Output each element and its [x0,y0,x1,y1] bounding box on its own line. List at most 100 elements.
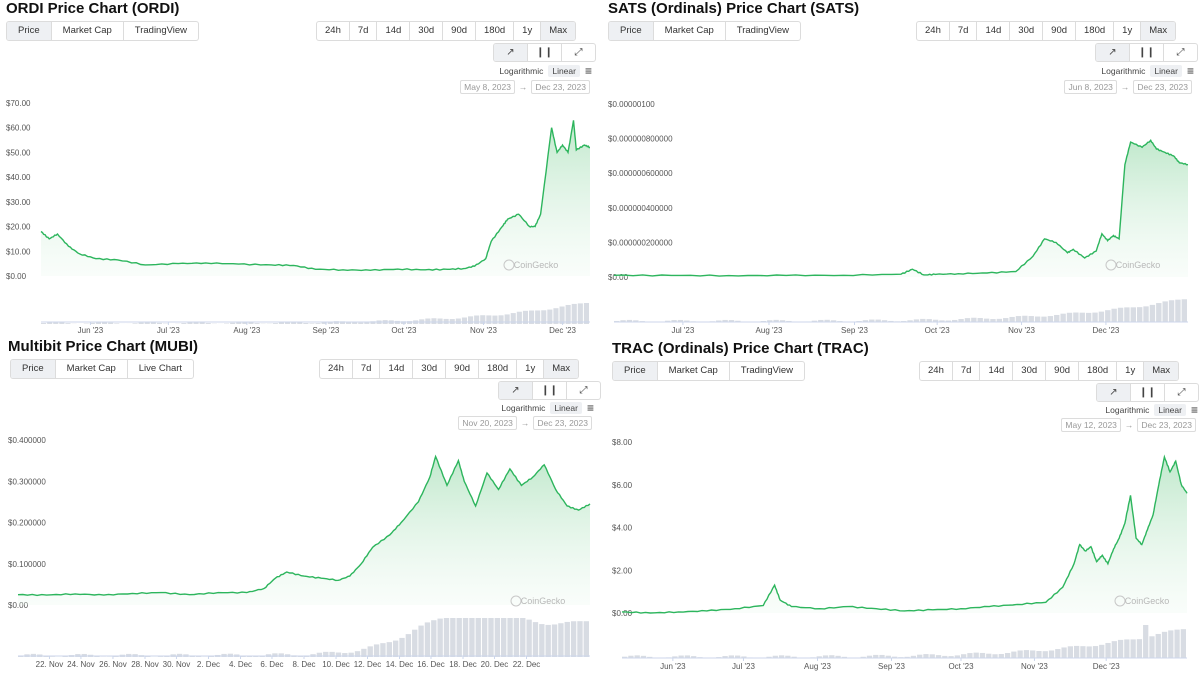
line-chart-icon[interactable]: ↗ [1097,384,1131,401]
range-max[interactable]: Max [1144,362,1179,380]
logarithmic-option[interactable]: Logarithmic [1101,66,1146,76]
linear-option[interactable]: Linear [548,65,580,77]
date-to-field[interactable]: Dec 23, 2023 [533,416,592,430]
range-1y[interactable]: 1y [1117,362,1145,380]
volume-bar [1060,313,1066,322]
tab-market-cap[interactable]: Market Cap [56,360,128,378]
fullscreen-icon[interactable]: ⤢ [1177,387,1186,398]
range-30d[interactable]: 30d [1010,22,1044,40]
range-7d[interactable]: 7d [350,22,378,40]
range-14d[interactable]: 14d [977,22,1011,40]
range-30d[interactable]: 30d [1013,362,1047,380]
volume-bar [640,655,647,658]
range-14d[interactable]: 14d [380,360,414,378]
range-24h[interactable]: 24h [917,22,950,40]
volume-bar [952,319,958,322]
range-180d[interactable]: 180d [479,360,518,378]
range-max[interactable]: Max [541,22,576,40]
date-from-field[interactable]: Nov 20, 2023 [458,416,517,430]
date-range: Jun 8, 2023 → Dec 23, 2023 [1064,80,1192,94]
x-tick-label: Aug '23 [804,662,831,671]
range-14d[interactable]: 14d [980,362,1014,380]
tab-live-chart[interactable]: Live Chart [138,363,183,374]
fullscreen-icon[interactable]: ⤢ [574,47,583,58]
line-chart-icon[interactable]: ↗ [499,382,533,399]
volume-bar [1143,625,1149,658]
volume-bar [1181,299,1187,322]
logarithmic-option[interactable]: Logarithmic [1105,405,1150,415]
line-chart-icon[interactable]: ↗ [1096,44,1130,61]
range-24h[interactable]: 24h [317,22,350,40]
candlestick-icon[interactable]: ❙❙ [1131,384,1165,401]
linear-option[interactable]: Linear [1154,404,1186,416]
fullscreen-icon[interactable]: ⤢ [1176,47,1185,58]
fullscreen-icon[interactable]: ⤢ [579,385,588,396]
range-90d[interactable]: 90d [1043,22,1077,40]
volume-bar [126,653,132,657]
range-180d[interactable]: 180d [1076,22,1115,40]
range-90d[interactable]: 90d [1046,362,1080,380]
x-tick-label: Oct '23 [925,326,951,335]
range-7d[interactable]: 7d [353,360,381,378]
range-24h[interactable]: 24h [920,362,953,380]
linear-option[interactable]: Linear [1150,65,1182,77]
volume-bar [412,629,418,657]
linear-option[interactable]: Linear [550,402,582,414]
volume-bar [456,618,462,657]
range-7d[interactable]: 7d [950,22,978,40]
volume-bar [1085,312,1092,322]
date-from-field[interactable]: May 12, 2023 [1061,418,1121,432]
candlestick-icon[interactable]: ❙❙ [533,382,567,399]
range-max[interactable]: Max [1141,22,1176,40]
range-1y[interactable]: 1y [514,22,542,40]
range-1y[interactable]: 1y [1114,22,1142,40]
candlestick-icon[interactable]: ❙❙ [1130,44,1164,61]
volume-bar [541,310,547,324]
tab-price[interactable]: Price [7,22,52,40]
range-24h[interactable]: 24h [320,360,353,378]
volume-bar [254,323,260,324]
chart-mode-buttons: ↗ ❙❙ ⤢ [1096,383,1199,402]
range-180d[interactable]: 180d [1079,362,1118,380]
view-tabs: Price Market Cap TradingView [612,361,806,381]
tab-tradingview[interactable]: TradingView [134,25,188,36]
logarithmic-option[interactable]: Logarithmic [499,66,544,76]
tab-tradingview[interactable]: TradingView [740,365,794,376]
tab-market-cap[interactable]: Market Cap [654,22,726,40]
tab-market-cap[interactable]: Market Cap [52,22,124,40]
tab-price[interactable]: Price [609,22,654,40]
date-to-field[interactable]: Dec 23, 2023 [1137,418,1196,432]
range-1y[interactable]: 1y [517,360,545,378]
range-7d[interactable]: 7d [953,362,981,380]
range-30d[interactable]: 30d [413,360,447,378]
line-chart-icon[interactable]: ↗ [494,44,528,61]
menu-icon[interactable]: ≡ [584,64,592,78]
range-90d[interactable]: 90d [443,22,477,40]
tab-tradingview[interactable]: TradingView [736,25,790,36]
tab-price[interactable]: Price [11,360,56,378]
range-180d[interactable]: 180d [476,22,515,40]
range-14d[interactable]: 14d [377,22,411,40]
menu-icon[interactable]: ≡ [1190,403,1198,417]
view-tabs: Price Market Cap Live Chart [10,359,195,379]
range-max[interactable]: Max [544,360,579,378]
date-from-field[interactable]: May 8, 2023 [460,80,515,94]
menu-icon[interactable]: ≡ [586,401,594,415]
scale-toggle: Logarithmic Linear ≡ [499,65,592,77]
logarithmic-option[interactable]: Logarithmic [501,403,546,413]
date-from-field[interactable]: Jun 8, 2023 [1064,80,1117,94]
x-tick-label: Jun '23 [660,662,686,671]
tab-market-cap[interactable]: Market Cap [658,362,730,380]
candlestick-icon[interactable]: ❙❙ [528,44,562,61]
date-to-field[interactable]: Dec 23, 2023 [1133,80,1192,94]
volume-bar [1030,650,1036,658]
trac-chart-panel: TRAC (Ordinals) Price Chart (TRAC) Price M… [612,340,1200,675]
volume-bar [486,315,492,324]
volume-bar [431,620,437,657]
menu-icon[interactable]: ≡ [1186,64,1194,78]
tab-price[interactable]: Price [613,362,658,380]
volume-bar [199,322,205,324]
date-to-field[interactable]: Dec 23, 2023 [531,80,590,94]
range-90d[interactable]: 90d [446,360,480,378]
range-30d[interactable]: 30d [410,22,444,40]
